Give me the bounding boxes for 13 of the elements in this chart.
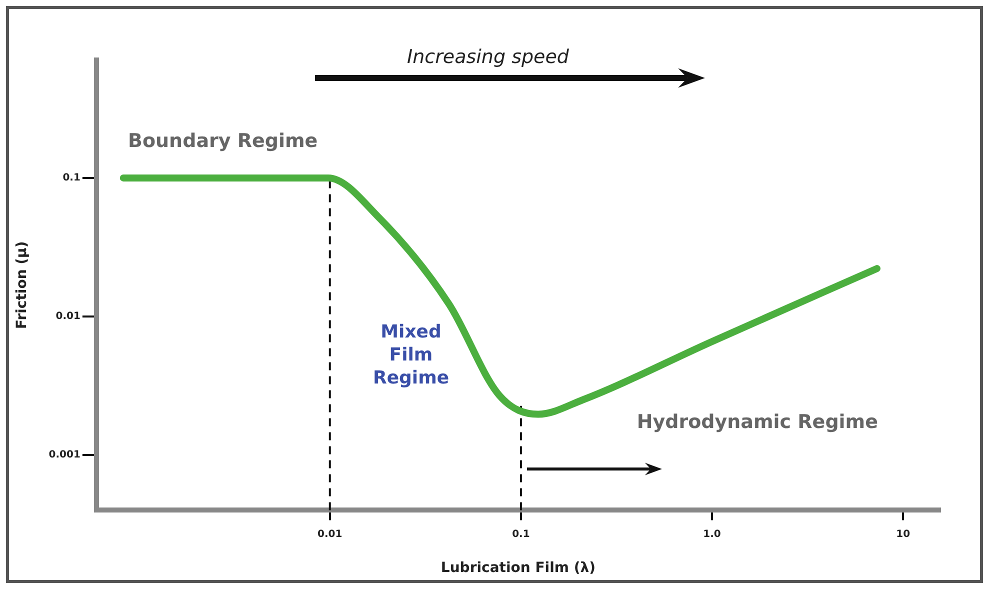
annotation: Mixed Film Regime (372, 322, 450, 389)
y-tick-label: 0.1 (62, 172, 80, 184)
x-tick-label: 1.0 (703, 528, 721, 540)
x-tick-label: 0.01 (318, 528, 342, 540)
x-tick-label: 10 (896, 528, 910, 540)
x-tick-label: 0.1 (512, 528, 530, 540)
y-tick-label: 0.01 (56, 311, 80, 322)
x-axis-title: Lubrication Film (λ) (440, 560, 596, 576)
annotation: Boundary Regime (128, 130, 318, 152)
y-axis-title: Friction (μ) (14, 241, 30, 329)
annotation: Increasing speed (407, 46, 570, 68)
annotation: Hydrodynamic Regime (636, 410, 878, 433)
y-tick-label: 0.001 (48, 450, 80, 461)
